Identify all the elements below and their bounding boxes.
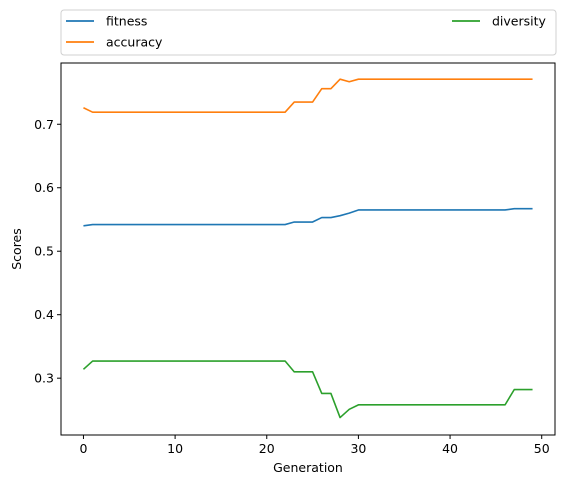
legend-frame xyxy=(60,9,557,56)
series-line-fitness xyxy=(83,207,533,227)
legend-label-accuracy: accuracy xyxy=(106,35,163,50)
x-tick-label: 0 xyxy=(79,441,87,456)
plot-lines xyxy=(82,78,533,419)
x-tick-label: 40 xyxy=(442,441,458,456)
x-axis: 0 10 20 30 40 50 xyxy=(79,435,550,456)
x-axis-label: Generation xyxy=(273,460,343,475)
x-tick-label: 50 xyxy=(534,441,550,456)
y-axis-label: Scores xyxy=(9,228,24,270)
x-tick-label: 20 xyxy=(259,441,275,456)
y-tick-label: 0.4 xyxy=(34,307,54,322)
legend: fitness accuracy diversity xyxy=(60,9,557,56)
y-tick-label: 0.3 xyxy=(34,371,54,386)
y-tick-label: 0.5 xyxy=(34,244,54,259)
x-tick-label: 30 xyxy=(350,441,366,456)
x-tick-label: 10 xyxy=(167,441,183,456)
series-line-accuracy xyxy=(83,78,533,113)
plot-frame xyxy=(60,62,556,436)
y-tick-label: 0.7 xyxy=(34,117,54,132)
series-line-diversity xyxy=(82,360,533,419)
y-tick-label: 0.6 xyxy=(34,180,54,195)
y-axis: 0.3 0.4 0.5 0.6 0.7 xyxy=(34,117,61,386)
legend-label-diversity: diversity xyxy=(492,14,547,29)
legend-label-fitness: fitness xyxy=(106,14,147,29)
